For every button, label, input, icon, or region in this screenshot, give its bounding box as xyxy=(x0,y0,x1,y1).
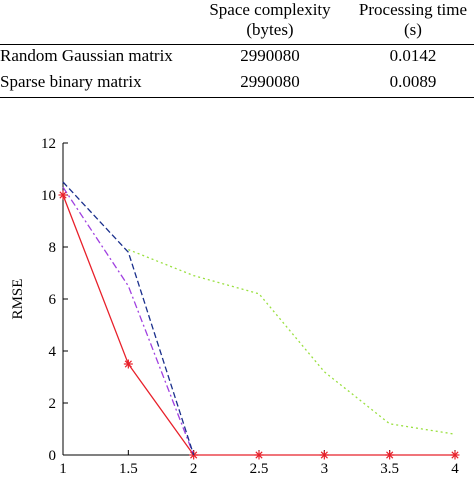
x-tick-label: 4 xyxy=(451,461,459,477)
row-time-sparse: 0.0089 xyxy=(389,72,437,91)
series-point xyxy=(254,450,264,460)
comparison-table: Space complexity (bytes) Processing time… xyxy=(0,0,474,100)
x-tick-label: 1.5 xyxy=(119,461,138,477)
y-tick-label: 8 xyxy=(49,240,57,256)
bottom-rule xyxy=(0,97,474,98)
x-tick-label: 3.5 xyxy=(380,461,399,477)
processing-time-header-line1: Processing time xyxy=(358,0,468,19)
x-tick-label: 2.5 xyxy=(250,461,269,477)
y-tick-label: 12 xyxy=(41,136,56,152)
rmse-line-chart: 1 1.5 2 2.5 3 3.5 4 0 2 4 6 8 10 12 RMSE xyxy=(10,136,460,477)
series-point xyxy=(319,450,329,460)
row-space-sparse: 2990080 xyxy=(240,72,300,91)
row-time-gaussian: 0.0142 xyxy=(389,46,437,65)
series-point xyxy=(385,450,395,460)
series-line-2 xyxy=(62,181,195,456)
processing-time-header: Processing time (s) xyxy=(352,0,474,40)
series-point xyxy=(123,359,133,369)
space-complexity-header-line1: Space complexity xyxy=(209,0,331,19)
header-rule xyxy=(0,44,474,45)
axes-layer: 1 1.5 2 2.5 3 3.5 4 0 2 4 6 8 10 12 xyxy=(41,136,459,477)
processing-time-header-line2: (s) xyxy=(404,20,422,39)
series-point xyxy=(450,450,460,460)
series-point xyxy=(58,190,68,200)
y-tick-label: 10 xyxy=(41,188,56,204)
row-space-gaussian: 2990080 xyxy=(240,46,300,65)
row-label-sparse: Sparse binary matrix xyxy=(0,72,142,91)
x-tick-label: 3 xyxy=(321,461,329,477)
y-tick-label: 4 xyxy=(49,344,57,360)
y-tick-label: 0 xyxy=(49,448,57,464)
y-axis-label: RMSE xyxy=(10,279,26,320)
space-complexity-header-line2: (bytes) xyxy=(246,20,294,39)
series-line-0 xyxy=(62,194,455,456)
series-line-3 xyxy=(128,248,456,435)
row-label-gaussian: Random Gaussian matrix xyxy=(0,46,173,65)
x-tick-label: 2 xyxy=(190,461,198,477)
series-line-1 xyxy=(62,186,195,456)
y-tick-label: 6 xyxy=(49,292,57,308)
series-layer xyxy=(58,181,460,460)
space-complexity-header: Space complexity (bytes) xyxy=(200,0,340,40)
y-tick-label: 2 xyxy=(49,396,57,412)
x-tick-label: 1 xyxy=(59,461,67,477)
